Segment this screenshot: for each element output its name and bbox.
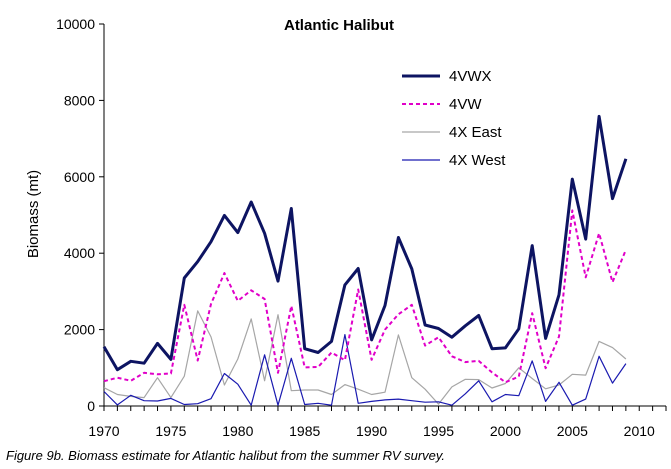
axes: 0 2000 4000 6000 8000 10000 1970 1975 1980 1985 19… (56, 16, 667, 439)
x-tick-label: 1990 (356, 423, 387, 439)
x-tick-label: 2000 (490, 423, 521, 439)
x-tick-label: 2005 (557, 423, 588, 439)
y-tick-label: 0 (87, 398, 95, 414)
y-tick-label: 2000 (64, 322, 95, 338)
y-tick-label: 8000 (64, 92, 95, 108)
legend-label-4vw: 4VW (449, 96, 482, 113)
legend: 4VWX 4VW 4X East 4X West (402, 68, 506, 169)
x-tick-label: 1985 (289, 423, 320, 439)
series-layer (102, 114, 628, 406)
y-axis-title: Biomass (mt) (25, 170, 42, 258)
legend-label-4x-west: 4X West (449, 152, 506, 169)
x-tick-label: 2010 (624, 423, 655, 439)
y-tick-label: 4000 (64, 245, 95, 261)
legend-label-4x-east: 4X East (449, 124, 502, 141)
chart-title: Atlantic Halibut (284, 17, 394, 34)
series-line-4vwx (102, 114, 628, 372)
y-tick-label: 10000 (56, 16, 95, 32)
legend-label-4vwx: 4VWX (449, 68, 492, 85)
figure-caption: Figure 9b. Biomass estimate for Atlantic… (6, 448, 446, 463)
y-tick-label: 6000 (64, 169, 95, 185)
x-tick-label: 1970 (88, 423, 119, 439)
series-line-4vw (103, 209, 627, 384)
x-tick-label: 1995 (423, 423, 454, 439)
x-tick-label: 1980 (222, 423, 253, 439)
series-line-4x-east (103, 310, 627, 405)
x-tick-label: 1975 (155, 423, 186, 439)
series-line-4x-west (103, 334, 627, 406)
